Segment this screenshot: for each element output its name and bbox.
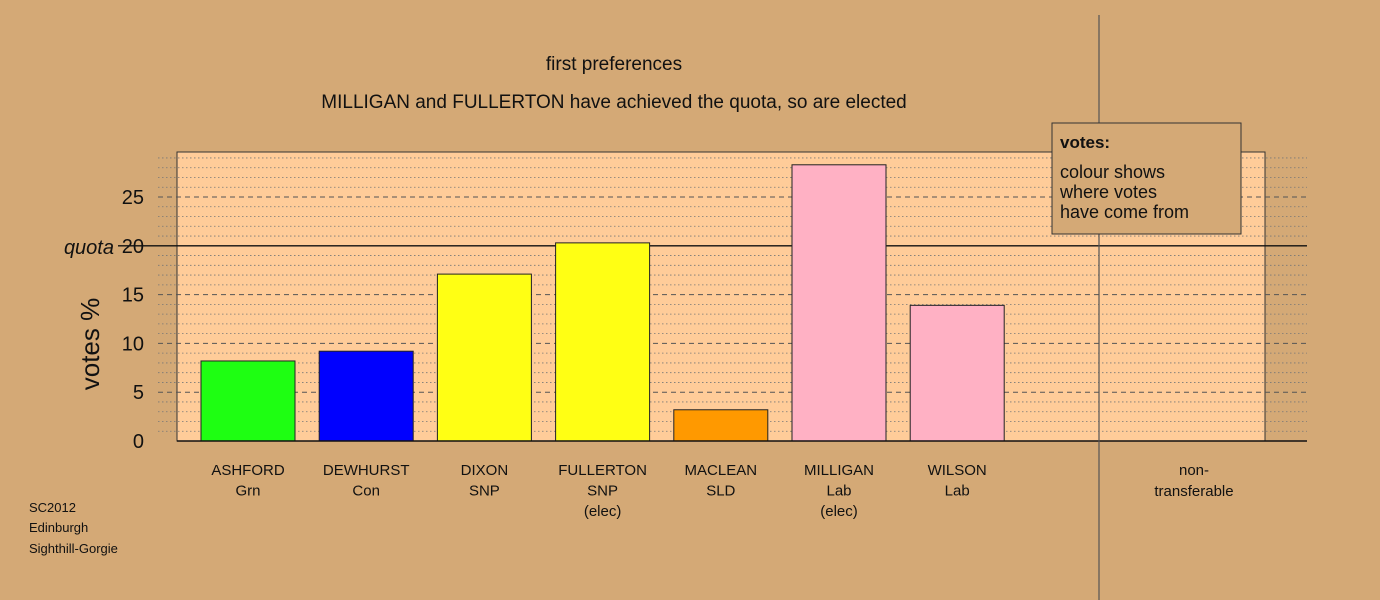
footer-election: SC2012	[29, 500, 76, 515]
x-label-fullerton-party: SNP	[587, 483, 618, 500]
x-label-fullerton-note: (elec)	[584, 503, 622, 520]
y-tick-label: 10	[122, 333, 144, 355]
y-tick-label: 25	[122, 187, 144, 209]
bar-dixon	[436, 273, 532, 442]
footer-ward: Sighthill-Gorgie	[29, 541, 118, 556]
bar-dewhurst	[318, 350, 414, 442]
quota-label: quota	[64, 237, 114, 259]
legend-box: votes: colour shows where votes have com…	[1051, 122, 1242, 235]
x-label-milligan-name: MILLIGAN	[804, 462, 874, 479]
legend-line-1: colour shows	[1060, 162, 1165, 182]
y-tick-label: 20	[122, 236, 144, 258]
x-label-ashford-name: ASHFORD	[211, 462, 285, 479]
legend-title: votes:	[1060, 133, 1110, 152]
x-axis-labels: ASHFORD Grn DEWHURST Con DIXON SNP FULLERTON SN…	[211, 462, 986, 520]
non-transferable-label-line1: non-	[1179, 462, 1209, 479]
y-axis-label: votes %	[75, 298, 105, 391]
x-label-fullerton-name: FULLERTON	[558, 462, 647, 479]
legend-frame	[1051, 122, 1242, 235]
bar-milligan	[791, 164, 887, 442]
x-label-dixon-party: SNP	[469, 483, 500, 500]
non-transferable-label-line2: transferable	[1154, 483, 1233, 500]
bar-wilson	[909, 304, 1005, 442]
y-tick-label: 0	[133, 431, 144, 453]
x-label-maclean-name: MACLEAN	[685, 462, 758, 479]
x-label-dewhurst-name: DEWHURST	[323, 462, 410, 479]
legend-line-2: where votes	[1059, 182, 1157, 202]
x-label-dewhurst-party: Con	[352, 483, 380, 500]
bar-ashford	[200, 360, 296, 442]
bars	[200, 164, 1005, 442]
legend-line-3: have come from	[1060, 202, 1189, 222]
x-label-milligan-note: (elec)	[820, 503, 858, 520]
x-label-ashford-party: Grn	[235, 483, 260, 500]
bar-fullerton	[555, 242, 651, 442]
y-tick-label: 15	[122, 285, 144, 307]
y-axis-ticks: 0 5 10 15 20 25	[122, 187, 144, 453]
y-tick-label: 5	[133, 382, 144, 404]
x-label-wilson-name: WILSON	[928, 462, 987, 479]
x-label-milligan-party: Lab	[826, 483, 851, 500]
footer-council: Edinburgh	[29, 520, 88, 535]
chart-subtitle: MILLIGAN and FULLERTON have achieved the…	[321, 92, 906, 113]
x-label-maclean-party: SLD	[706, 483, 735, 500]
bar-maclean	[673, 409, 769, 442]
x-label-wilson-party: Lab	[945, 483, 970, 500]
x-label-dixon-name: DIXON	[461, 462, 509, 479]
chart-title: first preferences	[546, 54, 682, 75]
